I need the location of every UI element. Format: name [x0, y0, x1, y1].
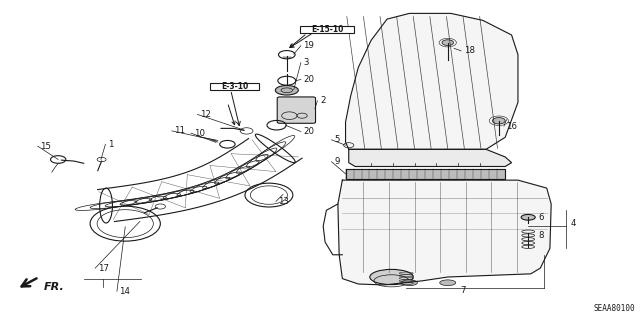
- Text: E-3-10: E-3-10: [221, 82, 248, 91]
- Text: 20: 20: [303, 75, 314, 84]
- Text: 17: 17: [98, 263, 109, 273]
- Text: 20: 20: [303, 127, 314, 136]
- Text: E-15-10: E-15-10: [311, 25, 343, 34]
- Text: 9: 9: [334, 157, 339, 166]
- Text: 11: 11: [174, 126, 186, 135]
- Text: FR.: FR.: [44, 282, 65, 292]
- Text: SEAA80100: SEAA80100: [593, 304, 635, 313]
- Circle shape: [492, 118, 505, 124]
- Text: 2: 2: [320, 96, 326, 105]
- Polygon shape: [349, 149, 511, 167]
- FancyBboxPatch shape: [210, 83, 259, 90]
- Text: 12: 12: [200, 110, 211, 119]
- Text: 10: 10: [193, 129, 205, 137]
- FancyBboxPatch shape: [300, 26, 355, 33]
- Text: 13: 13: [278, 197, 289, 206]
- Text: 8: 8: [538, 231, 544, 240]
- Text: 15: 15: [40, 142, 51, 151]
- Ellipse shape: [440, 280, 456, 286]
- Polygon shape: [338, 180, 551, 285]
- Ellipse shape: [275, 85, 298, 95]
- Text: 18: 18: [464, 46, 475, 56]
- Circle shape: [442, 40, 454, 46]
- Text: 4: 4: [570, 219, 576, 228]
- Text: 16: 16: [506, 122, 518, 131]
- Ellipse shape: [521, 214, 535, 220]
- Text: 1: 1: [108, 140, 113, 149]
- Text: 19: 19: [303, 41, 314, 50]
- Text: 5: 5: [334, 135, 340, 144]
- Ellipse shape: [370, 269, 413, 285]
- Polygon shape: [346, 169, 505, 179]
- Polygon shape: [346, 13, 518, 149]
- Ellipse shape: [401, 280, 417, 286]
- Text: 14: 14: [120, 287, 131, 296]
- Text: 6: 6: [538, 213, 544, 222]
- Text: 3: 3: [303, 58, 309, 67]
- FancyBboxPatch shape: [277, 97, 316, 123]
- Text: 7: 7: [461, 286, 466, 295]
